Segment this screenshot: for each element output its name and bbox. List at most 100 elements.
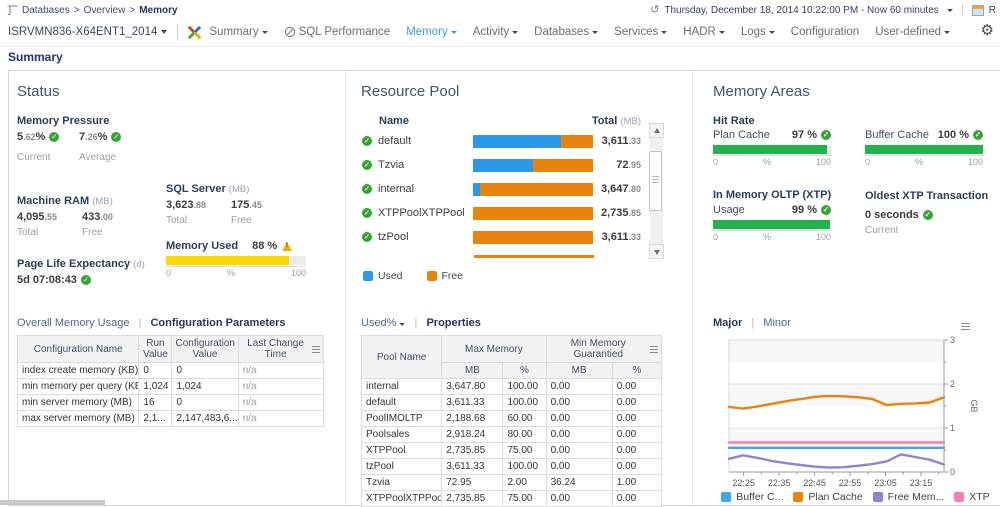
tab-minor[interactable]: Minor	[763, 317, 791, 329]
properties-table-row[interactable]: XTPPoolXTPPool 2,735.85 75.00 0.00 0.00	[360, 490, 663, 507]
tab-properties[interactable]: Properties	[426, 317, 481, 329]
column-header-pool-name[interactable]: Pool Name	[360, 335, 443, 379]
breadcrumb-overview[interactable]: Overview	[83, 4, 126, 16]
properties-table-row[interactable]: XTPPool 2,735.85 75.00 0.00 0.00	[360, 442, 663, 459]
summary-panel: Status Memory Pressure 5.62% 7.26% Curre…	[8, 70, 999, 507]
column-subheader-[interactable]: %	[611, 362, 663, 379]
column-header-configuration-name[interactable]: Configuration Name	[16, 335, 140, 363]
column-subheader-[interactable]: %	[502, 362, 547, 379]
ok-status-icon	[922, 210, 933, 220]
config-table-row[interactable]: max server memory (MB) 2,1... 2,147,483,6.…	[16, 410, 325, 427]
gear-icon[interactable]: ⚙	[980, 22, 994, 39]
svg-text:22:45: 22:45	[803, 478, 826, 488]
horizontal-scrollbar-thumb[interactable]	[0, 500, 105, 505]
legend-item-used[interactable]: Used	[363, 270, 403, 282]
pool-total-value: 3,647.80	[600, 183, 641, 195]
reports-icon[interactable]	[971, 4, 984, 16]
time-range-selector[interactable]: Thursday, December 18, 2014 10:22:00 PM …	[664, 4, 939, 16]
nav-item-activity[interactable]: Activity	[473, 26, 519, 38]
plan-cache-value: 97 %	[791, 129, 817, 141]
nav-item-label: Memory	[406, 26, 448, 38]
resource-pool-title: Resource Pool	[361, 83, 460, 100]
nav-item-logs[interactable]: Logs	[741, 26, 775, 38]
scale-mid: %	[226, 268, 235, 278]
pool-used-fill	[473, 134, 561, 148]
column-header-last-change-time[interactable]: Last Change Time	[237, 335, 325, 363]
table-cell: n/a	[237, 378, 325, 395]
config-table-row[interactable]: min memory per query (KB) 1,024 1,024 n/a	[16, 378, 325, 395]
scroll-down-button[interactable]	[649, 244, 664, 259]
properties-table-row[interactable]: internal 3,647.80 100.00 0.00 0.00	[360, 378, 663, 395]
legend-item-buffer-c[interactable]: Buffer C...	[721, 491, 783, 503]
pool-row-xtppoolxtppool[interactable]: XTPPoolXTPPool 2,735.85	[361, 201, 641, 225]
nav-item-label: SQL Performance	[298, 26, 391, 38]
breadcrumb-databases[interactable]: Databases	[22, 4, 70, 16]
config-table-row[interactable]: index create memory (KB) 0 0 n/a	[16, 362, 325, 379]
column-menu-icon[interactable]	[649, 345, 658, 353]
scale-to-fit-icon[interactable]	[7, 5, 18, 16]
usage-value: 99 %	[791, 204, 817, 216]
table-cell: 80.00	[502, 426, 547, 443]
properties-table-row[interactable]: default 3,611.33 100.00 0.00 0.00	[360, 394, 663, 411]
properties-table-row[interactable]: tzPool 3,611.33 100.00 0.00 0.00	[360, 458, 663, 475]
tab-major[interactable]: Major	[713, 317, 743, 329]
memory-areas-section: Memory Areas Hit Rate Plan Cache 97 % 0%…	[693, 71, 999, 505]
table-cell: 0.00	[545, 490, 613, 507]
memory-pressure-average-value: 7.26%	[79, 131, 108, 143]
pool-row-internal[interactable]: internal 3,647.80	[361, 177, 641, 201]
pool-used-free-bar	[473, 134, 593, 148]
nav-item-configuration[interactable]: Configuration	[791, 26, 859, 38]
chevron-down-icon[interactable]	[946, 8, 953, 12]
pool-name: XTPPoolXTPPool	[378, 207, 464, 219]
ok-status-icon	[80, 275, 91, 285]
legend-item-xtp[interactable]: XTP	[954, 491, 990, 503]
chart-menu-icon[interactable]	[961, 323, 970, 330]
column-header-min-memory-guarantied[interactable]: Min Memory Guarantied	[545, 335, 663, 363]
table-cell: 100.00	[502, 458, 547, 475]
nav-item-user-defined[interactable]: User-defined	[875, 26, 951, 38]
table-cell: 2,147,483,6...	[171, 410, 239, 427]
nav-item-summary[interactable]: Summary	[209, 26, 268, 38]
legend-item-free[interactable]: Free	[426, 270, 463, 282]
sql-server-label: SQL Server	[166, 183, 226, 195]
nav-item-sql-performance[interactable]: SQL Performance	[284, 26, 391, 38]
table-cell: 1,024	[171, 378, 239, 395]
config-table-row[interactable]: min server memory (MB) 16 0 n/a	[16, 394, 325, 411]
topbar-right: ↺ Thursday, December 18, 2014 10:22:00 P…	[650, 4, 996, 16]
tab-overall-memory-usage[interactable]: Overall Memory Usage	[17, 317, 130, 329]
properties-table-row[interactable]: Tzvia 72.95 2.00 36.24 1.00	[360, 474, 663, 491]
table-cell: min memory per query (KB)	[16, 378, 140, 395]
properties-table-row[interactable]: Poolsales 2,918.24 80.00 0.00 0.00	[360, 426, 663, 443]
pool-used-free-bar	[473, 230, 593, 244]
nav-item-databases[interactable]: Databases	[534, 26, 599, 38]
tab-used-percent[interactable]: Used%	[361, 317, 406, 329]
column-header-max-memory[interactable]: Max Memory	[441, 335, 547, 363]
xtp-usage-gauge: Usage 99 % 0%100	[713, 204, 831, 242]
column-subheader-mb[interactable]: MB	[441, 362, 504, 379]
column-subheader-mb[interactable]: MB	[545, 362, 613, 379]
pool-row-default[interactable]: default 3,611.33	[361, 129, 641, 153]
svg-text:GB: GB	[969, 399, 979, 412]
scroll-up-button[interactable]	[649, 123, 664, 138]
tab-configuration-parameters[interactable]: Configuration Parameters	[150, 317, 286, 329]
column-menu-icon[interactable]	[312, 345, 320, 353]
pool-row-tzvia[interactable]: Tzvia 72.95	[361, 153, 641, 177]
machine-ram-free-value: 433.00	[82, 211, 113, 223]
properties-table-row[interactable]: PoolIMOLTP 2,188.68 60.00 0.00 0.00	[360, 410, 663, 427]
reports-label[interactable]: R	[988, 4, 996, 16]
nav-item-services[interactable]: Services	[614, 26, 668, 38]
pool-row-tzpool[interactable]: tzPool 3,611.33	[361, 225, 641, 249]
scrollbar-thumb[interactable]	[649, 151, 662, 211]
ok-status-icon	[821, 205, 831, 215]
column-header-configuration-value[interactable]: Configuration Value	[171, 335, 239, 363]
column-header-run-value[interactable]: Run Value	[138, 335, 173, 363]
page-title: Summary	[8, 50, 63, 64]
oldest-xtp-label: Oldest XTP Transaction	[865, 190, 989, 202]
nav-item-hadr[interactable]: HADR	[683, 26, 725, 38]
legend-item-free-mem[interactable]: Free Mem...	[872, 491, 944, 503]
table-cell: 2,918.24	[441, 426, 504, 443]
logo-icon	[188, 25, 202, 39]
server-selector[interactable]: ISRVMN836-X64ENT1_2014	[8, 26, 168, 38]
legend-item-plan-cache[interactable]: Plan Cache	[793, 491, 863, 503]
nav-item-memory[interactable]: Memory	[406, 26, 457, 38]
